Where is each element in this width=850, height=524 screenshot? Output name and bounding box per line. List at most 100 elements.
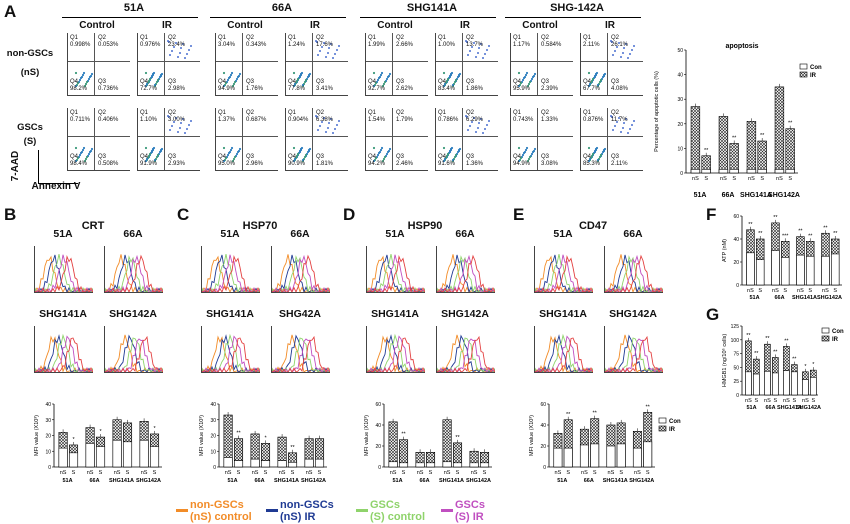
- flow-event: [454, 78, 458, 82]
- flow-event: [469, 125, 471, 127]
- histogram-label: SHG141A: [39, 308, 87, 320]
- histogram-curve: [271, 255, 331, 294]
- flow-event: [74, 146, 78, 150]
- flow-event: [226, 78, 230, 82]
- flow-event: [451, 83, 455, 87]
- histogram-curves: [34, 254, 94, 294]
- flow-event: [633, 120, 635, 122]
- quadrant-vline: [537, 33, 538, 95]
- flow-event: [74, 71, 78, 75]
- q4-label: Q4: [288, 154, 297, 160]
- y-axis-label: MFI value (X10³): [529, 415, 535, 456]
- q4-label: Q4: [583, 154, 592, 160]
- y-axis-label: HMGB1 (ng/10⁶ cells): [721, 334, 728, 387]
- flow-event: [171, 50, 173, 52]
- q2-label: Q2: [246, 110, 255, 116]
- q4-label: Q4: [140, 154, 149, 160]
- q1-value: 1.37%: [218, 117, 236, 123]
- flow-event: [236, 150, 240, 154]
- flow-event: [448, 149, 452, 153]
- flow-event: [533, 147, 537, 151]
- bar-label: nS: [141, 470, 148, 476]
- flow-event: [596, 83, 600, 87]
- flow-event: [180, 122, 182, 124]
- header-rule: [210, 17, 346, 18]
- flow-event: [382, 82, 386, 86]
- histogram-label: SHG142A: [609, 308, 657, 320]
- flow-event: [488, 45, 490, 47]
- bar-con: [553, 447, 563, 468]
- quadrant-vline: [164, 33, 165, 95]
- q1-label: Q1: [140, 110, 149, 116]
- flow-event: [316, 41, 318, 43]
- flow-event: [229, 73, 233, 77]
- flow-event: [381, 84, 385, 88]
- q2-value: 17.6%: [316, 42, 334, 48]
- flow-event: [517, 146, 521, 150]
- bar-con: [95, 446, 106, 468]
- flow-event: [478, 47, 480, 49]
- bar-con: [771, 250, 780, 286]
- bar-label: S: [593, 470, 597, 476]
- bar-label: S: [456, 470, 460, 476]
- cell-line-header: SHG-142A: [550, 2, 604, 14]
- group-label: 66A: [419, 478, 429, 484]
- flow-event: [159, 148, 163, 152]
- q4-label: Q4: [438, 79, 447, 85]
- flow-event: [598, 155, 602, 159]
- flow-event: [456, 75, 460, 79]
- histogram-curves: [534, 254, 594, 294]
- histogram-plot: [34, 246, 94, 294]
- y-tick-label: 0: [680, 171, 683, 177]
- legend-label-line1: non-GSCs: [190, 499, 244, 511]
- flow-event: [336, 124, 338, 126]
- quadrant-vline: [392, 33, 393, 95]
- flow-dots: [144, 40, 192, 88]
- bar-con: [745, 371, 752, 396]
- q3-value: 4.08%: [611, 86, 629, 92]
- bar-label: S: [318, 470, 322, 476]
- q2-label: Q2: [98, 110, 107, 116]
- flow-event: [443, 82, 447, 86]
- histogram-curve: [366, 335, 425, 374]
- flow-event: [442, 146, 446, 150]
- histogram-title: CRT: [81, 220, 105, 232]
- flow-event: [599, 153, 603, 157]
- q3-label: Q3: [466, 79, 475, 85]
- y-tick-label: 40: [375, 423, 381, 429]
- flow-event: [383, 155, 387, 159]
- apoptosis-chart: 0 10 20 30 40 50 Percentage of apoptotic cells…: [650, 30, 850, 205]
- histogram-label: 66A: [123, 228, 143, 240]
- significance: **: [455, 435, 460, 441]
- flow-event: [188, 124, 190, 126]
- q3-label: Q3: [396, 154, 405, 160]
- flow-dots: [74, 71, 94, 88]
- flow-event: [323, 117, 325, 119]
- flow-event: [517, 71, 521, 75]
- bar-ir: [442, 419, 452, 468]
- q3-value: 0.736%: [98, 86, 119, 92]
- bar-ir: [729, 143, 739, 174]
- histogram-curve: [201, 337, 261, 373]
- group-label: SHG142A: [629, 478, 654, 484]
- histogram-title: CD47: [578, 220, 608, 232]
- flow-event: [182, 43, 184, 45]
- histogram-label: 51A: [553, 228, 573, 240]
- flow-event: [85, 155, 89, 159]
- panel-letter-b: B: [4, 205, 17, 224]
- quadrant-hline: [68, 136, 130, 137]
- bar-label: nS: [822, 288, 829, 294]
- q1-value: 2.11%: [583, 42, 600, 48]
- q2-value: 6.29%: [466, 117, 484, 123]
- flow-plot: Q1 2.11% Q2 26.1% Q4 67.7% Q3 4.08%: [580, 33, 643, 96]
- group-label: 51A: [227, 478, 237, 484]
- flow-event: [307, 148, 311, 152]
- q3-label: Q3: [396, 79, 405, 85]
- y-axis-label: MFI value (X10³): [364, 415, 370, 456]
- flow-event: [230, 71, 234, 75]
- group-label: SHG142A: [796, 405, 821, 411]
- flow-event: [525, 71, 529, 75]
- group-label: SHG141A: [274, 478, 299, 484]
- q1-value: 0.743%: [513, 117, 534, 123]
- histogram-plot: [534, 326, 594, 374]
